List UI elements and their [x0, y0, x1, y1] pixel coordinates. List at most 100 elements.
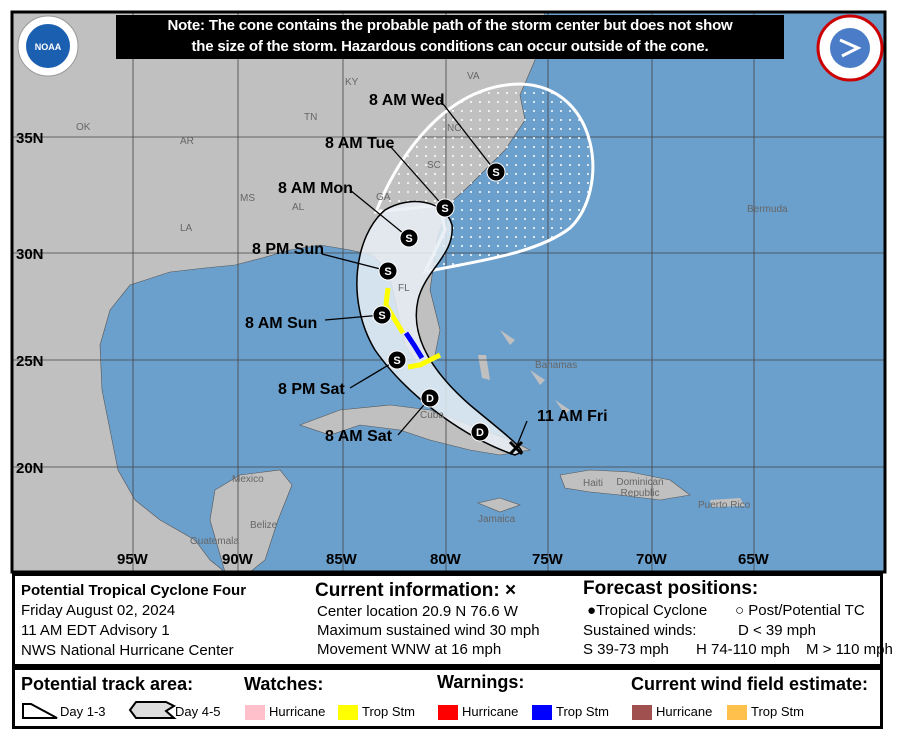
- hurricane-warning-label: Hurricane: [462, 704, 519, 719]
- d-label: D < 39 mph: [738, 622, 816, 639]
- svg-text:Guatemala: Guatemala: [190, 536, 239, 547]
- s-label: S 39-73 mph: [583, 641, 669, 658]
- track-leader-line: [324, 314, 383, 321]
- svg-text:70W: 70W: [636, 551, 668, 568]
- current-position-x-icon: [508, 440, 524, 456]
- forecast-point-symbol: S: [384, 266, 391, 278]
- day-4-5-label: Day 4-5: [175, 704, 221, 719]
- svg-text:35N: 35N: [16, 130, 44, 147]
- advisory: 11 AM EDT Advisory 1: [21, 622, 170, 639]
- svg-text:Belize: Belize: [250, 520, 278, 531]
- track-time-label: 8 AM Wed: [369, 92, 445, 109]
- day-1-3-label: Day 1-3: [60, 704, 106, 719]
- ts-watch-swatch: [338, 705, 358, 720]
- axis-labels: 95W 90W 85W 80W 75W 70W 65W 35N 30N 25N 20N: [16, 130, 770, 568]
- forecast-point: [387, 350, 407, 370]
- max-wind: Maximum sustained wind 30 mph: [317, 622, 540, 639]
- watches-title: Watches:: [244, 674, 324, 694]
- ts-watch-label: Trop Stm: [362, 704, 415, 719]
- svg-text:Cuba: Cuba: [420, 410, 444, 421]
- svg-text:65W: 65W: [738, 551, 770, 568]
- forecast-point-symbol: D: [476, 427, 484, 439]
- track-time-label: 8 PM Sat: [278, 381, 345, 398]
- puerto-rico: [710, 498, 745, 507]
- svg-text:TN: TN: [304, 112, 317, 123]
- forecast-title: Forecast positions:: [583, 578, 759, 599]
- m-label: M > 110 mph: [806, 641, 893, 658]
- svg-text:AR: AR: [180, 136, 194, 147]
- svg-text:Bahamas: Bahamas: [535, 360, 577, 371]
- track-time-label: 8 AM Sat: [325, 428, 393, 445]
- warnings-title: Warnings:: [437, 672, 525, 692]
- winds-label: Sustained winds:: [583, 622, 697, 639]
- svg-text:75W: 75W: [532, 551, 564, 568]
- bahamas: [478, 330, 570, 414]
- wind-field-title: Current wind field estimate:: [631, 674, 869, 694]
- track-area-title: Potential track area:: [21, 674, 194, 694]
- svg-text:MS: MS: [240, 193, 255, 204]
- svg-text:SC: SC: [427, 160, 441, 171]
- place-labels: KY VA OK AR TN NC SC GA MS AL LA FL Bermuda Bahamas Cu…: [76, 71, 788, 547]
- svg-text:Haiti: Haiti: [583, 478, 603, 489]
- hurricane-watch-swatch: [245, 705, 265, 720]
- svg-text:FL: FL: [398, 283, 410, 294]
- day-4-5-icon: [128, 701, 177, 719]
- date: Friday August 02, 2024: [21, 602, 176, 619]
- issuer: NWS National Hurricane Center: [21, 642, 234, 659]
- forecast-point-symbol: S: [393, 355, 400, 367]
- svg-text:Mexico: Mexico: [232, 474, 264, 485]
- forecast-point: [372, 305, 392, 325]
- svg-text:NC: NC: [447, 123, 461, 134]
- forecast-point: [378, 261, 398, 281]
- note-line: Note: The cone contains the probable pat…: [167, 17, 733, 34]
- track-leader-line: [515, 420, 528, 449]
- place-label-dominican-republic: Dominican Republic: [616, 477, 664, 499]
- svg-text:25N: 25N: [16, 353, 44, 370]
- forecast-point-symbol: S: [492, 167, 499, 179]
- forecast-point: [399, 228, 419, 248]
- track-leader-line: [349, 189, 410, 239]
- svg-text:Puerto Rico: Puerto Rico: [698, 500, 751, 511]
- storm-name: Potential Tropical Cyclone Four: [21, 582, 247, 599]
- cone-note: Note: The cone contains the probable pat…: [116, 15, 784, 59]
- forecast-point: [486, 162, 506, 182]
- ptc-label: Post/Potential TC: [748, 602, 865, 619]
- forecast-point: [435, 198, 455, 218]
- svg-text:VA: VA: [467, 71, 480, 82]
- note-line: the size of the storm. Hazardous conditi…: [191, 38, 709, 55]
- svg-text:KY: KY: [345, 77, 359, 88]
- day-1-3-icon: [22, 703, 58, 719]
- forecast-point-symbol: S: [405, 233, 412, 245]
- noaa-logo: NOAA: [17, 15, 79, 77]
- current-info-title: Current information: ×: [315, 580, 517, 601]
- forecast-point: [420, 388, 440, 408]
- tc-label: Tropical Cyclone: [596, 602, 708, 619]
- svg-text:Jamaica: Jamaica: [478, 514, 516, 525]
- hurricane-watch-label: Hurricane: [269, 704, 326, 719]
- legend-panel: Potential track area: Day 1-3 Day 4-5 Wa…: [12, 667, 883, 729]
- svg-text:80W: 80W: [430, 551, 462, 568]
- ts-warning-swatch: [532, 705, 552, 720]
- track-leader-line: [321, 253, 389, 272]
- svg-text:90W: 90W: [222, 551, 254, 568]
- track-time-label: 8 PM Sun: [252, 241, 324, 258]
- filled-circle-icon: ●: [587, 602, 597, 619]
- ts-wind-label: Trop Stm: [751, 704, 804, 719]
- svg-text:85W: 85W: [326, 551, 358, 568]
- nws-logo: [816, 14, 884, 82]
- track-leader-line: [439, 99, 497, 173]
- svg-text:GA: GA: [376, 192, 391, 203]
- track-time-label: 8 AM Tue: [325, 135, 394, 152]
- forecast-point: [470, 422, 490, 442]
- svg-text:30N: 30N: [16, 246, 44, 263]
- svg-text:OK: OK: [76, 122, 91, 133]
- forecast-point-symbol: S: [441, 203, 448, 215]
- track-time-label: 8 AM Mon: [278, 180, 353, 197]
- svg-text:AL: AL: [292, 202, 305, 213]
- cone-day-4-5: [373, 82, 595, 275]
- open-circle-icon: ○: [735, 602, 749, 619]
- forecast-point-symbol: S: [378, 310, 385, 322]
- hurricane-warning-swatch: [438, 705, 458, 720]
- info-panel: Potential Tropical Cyclone Four Friday A…: [12, 573, 893, 667]
